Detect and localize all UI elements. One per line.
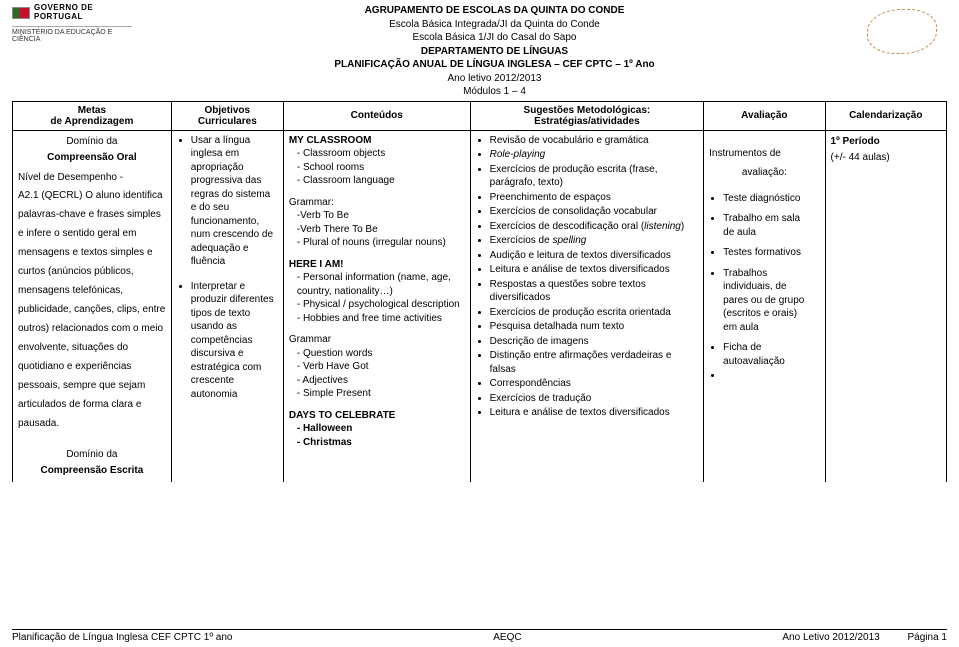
cont-t2b: - Physical / psychological description (289, 298, 465, 312)
cell-sugestoes: Revisão de vocabulário e gramáticaRole-p… (470, 130, 704, 482)
aval-empty (723, 369, 819, 383)
aval-i5: Ficha deautoavaliação (723, 341, 819, 368)
sugestao-item: Distinção entre afirmações verdadeiras e… (490, 349, 699, 376)
table-body-row: Domínio da Compreensão Oral Nível de Des… (13, 130, 947, 482)
footer-right: Ano Letivo 2012/2013 Página 1 (782, 632, 947, 643)
sugestao-item: Correspondências (490, 377, 699, 391)
cont-g1a: -Verb To Be (289, 209, 465, 223)
cont-t1: MY CLASSROOM (289, 134, 465, 148)
header-line-4: DEPARTAMENTO DE LÍNGUAS (132, 45, 857, 59)
page-footer: Planificação de Língua Inglesa CEF CPTC … (12, 629, 947, 643)
cont-t3: DAYS TO CELEBRATE (289, 409, 465, 423)
sugestao-item: Pesquisa detalhada num texto (490, 320, 699, 334)
sugestao-item: Leitura e análise de textos diversificad… (490, 263, 699, 277)
table-header-row: Metasde Aprendizagem ObjetivosCurricular… (13, 101, 947, 130)
cont-g2a: - Question words (289, 347, 465, 361)
header-line-3: Escola Básica 1/JI do Casal do Sapo (132, 31, 857, 45)
cont-t3a: - Halloween (289, 422, 465, 436)
cont-g2c: - Adjectives (289, 374, 465, 388)
col-header-avaliacao: Avaliação (704, 101, 825, 130)
sugestao-item: Preenchimento de espaços (490, 191, 699, 205)
ministry-label: MINISTÉRIO DA EDUCAÇÃO E CIÊNCIA (12, 26, 132, 44)
cont-t3b: - Christmas (289, 436, 465, 450)
metas-nivel: Nível de Desempenho - (18, 170, 166, 186)
cell-objetivos: Usar a língua inglesa em apropriação pro… (171, 130, 283, 482)
cont-g2d: - Simple Present (289, 387, 465, 401)
sugestao-item: Descrição de imagens (490, 335, 699, 349)
cont-t2a: - Personal information (name, age, count… (289, 271, 465, 298)
cont-t1c: - Classroom language (289, 174, 465, 188)
cell-avaliacao: Instrumentos de avaliação: Teste diagnós… (704, 130, 825, 482)
metas-comp-oral: Compreensão Oral (18, 150, 166, 166)
footer-left: Planificação de Língua Inglesa CEF CPTC … (12, 632, 232, 643)
metas-body: A2.1 (QECRL) O aluno identifica palavras… (18, 186, 166, 433)
cont-g1: Grammar: (289, 196, 465, 210)
header-line-1: AGRUPAMENTO DE ESCOLAS DA QUINTA DO COND… (132, 4, 857, 18)
col-header-objetivos: ObjetivosCurriculares (171, 101, 283, 130)
cell-metas: Domínio da Compreensão Oral Nível de Des… (13, 130, 172, 482)
header-line-6: Ano letivo 2012/2013 (132, 72, 857, 86)
cont-t2c: - Hobbies and free time activities (289, 312, 465, 326)
sugestao-item: Respostas a questões sobre textos divers… (490, 278, 699, 305)
logo-school (857, 4, 947, 59)
cont-g1b: -Verb There To Be (289, 223, 465, 237)
flag-icon (12, 7, 30, 19)
objetivo-1: Usar a língua inglesa em apropriação pro… (191, 134, 278, 269)
cont-t1b: - School rooms (289, 161, 465, 175)
header-title-block: AGRUPAMENTO DE ESCOLAS DA QUINTA DO COND… (132, 4, 857, 99)
col-header-conteudos: Conteúdos (283, 101, 470, 130)
aval-l2: avaliação: (709, 163, 819, 182)
metas-dominio-1: Domínio da (18, 134, 166, 150)
sugestoes-list: Revisão de vocabulário e gramáticaRole-p… (476, 134, 699, 420)
header-line-5: PLANIFICAÇÃO ANUAL DE LÍNGUA INGLESA – C… (132, 58, 857, 72)
aval-i1: Teste diagnóstico (723, 192, 819, 206)
page-header: GOVERNO DE PORTUGAL MINISTÉRIO DA EDUCAÇ… (12, 4, 947, 99)
sugestao-item: Audição e leitura de textos diversificad… (490, 249, 699, 263)
cont-t2: HERE I AM! (289, 258, 465, 272)
logo-government: GOVERNO DE PORTUGAL MINISTÉRIO DA EDUCAÇ… (12, 4, 132, 44)
planning-table: Metasde Aprendizagem ObjetivosCurricular… (12, 101, 947, 482)
sugestao-item: Leitura e análise de textos diversificad… (490, 406, 699, 420)
objetivo-2: Interpretar e produzir diferentes tipos … (191, 280, 278, 402)
sugestao-item: Role-playing (490, 148, 699, 162)
calend-aulas: (+/- 44 aulas) (831, 150, 941, 166)
aval-i4: Trabalhos individuais, de pares ou de gr… (723, 267, 819, 335)
header-line-7: Módulos 1 – 4 (132, 85, 857, 99)
gov-label: GOVERNO DE (34, 3, 93, 12)
header-line-2: Escola Básica Integrada/JI da Quinta do … (132, 18, 857, 32)
cont-g1c: - Plural of nouns (irregular nouns) (289, 236, 465, 250)
aval-l1: Instrumentos de (709, 144, 819, 163)
sugestao-item: Exercícios de produção escrita orientada (490, 306, 699, 320)
aval-i3: Testes formativos (723, 246, 819, 260)
cont-g2: Grammar (289, 333, 465, 347)
metas-comp-escrita: Compreensão Escrita (18, 463, 166, 479)
footer-center: AEQC (493, 632, 521, 643)
metas-dominio-2: Domínio da (18, 447, 166, 463)
sugestao-item: Exercícios de descodificação oral (liste… (490, 220, 699, 234)
sugestao-item: Exercícios de consolidação vocabular (490, 205, 699, 219)
col-header-metas: Metasde Aprendizagem (13, 101, 172, 130)
cont-t1a: - Classroom objects (289, 147, 465, 161)
cell-calend: 1º Período (+/- 44 aulas) (825, 130, 946, 482)
cont-g2b: - Verb Have Got (289, 360, 465, 374)
sugestao-item: Revisão de vocabulário e gramática (490, 134, 699, 148)
sugestao-item: Exercícios de produção escrita (frase, p… (490, 163, 699, 190)
cell-conteudos: MY CLASSROOM - Classroom objects - Schoo… (283, 130, 470, 482)
col-header-sugestoes: Sugestões Metodológicas:Estratégias/ativ… (470, 101, 704, 130)
aval-i2: Trabalho em salade aula (723, 212, 819, 239)
calend-periodo: 1º Período (831, 134, 941, 150)
school-logo-icon (867, 9, 937, 54)
sugestao-item: Exercícios de tradução (490, 392, 699, 406)
country-label: PORTUGAL (34, 12, 83, 21)
sugestao-item: Exercícios de spelling (490, 234, 699, 248)
col-header-calend: Calendarização (825, 101, 946, 130)
